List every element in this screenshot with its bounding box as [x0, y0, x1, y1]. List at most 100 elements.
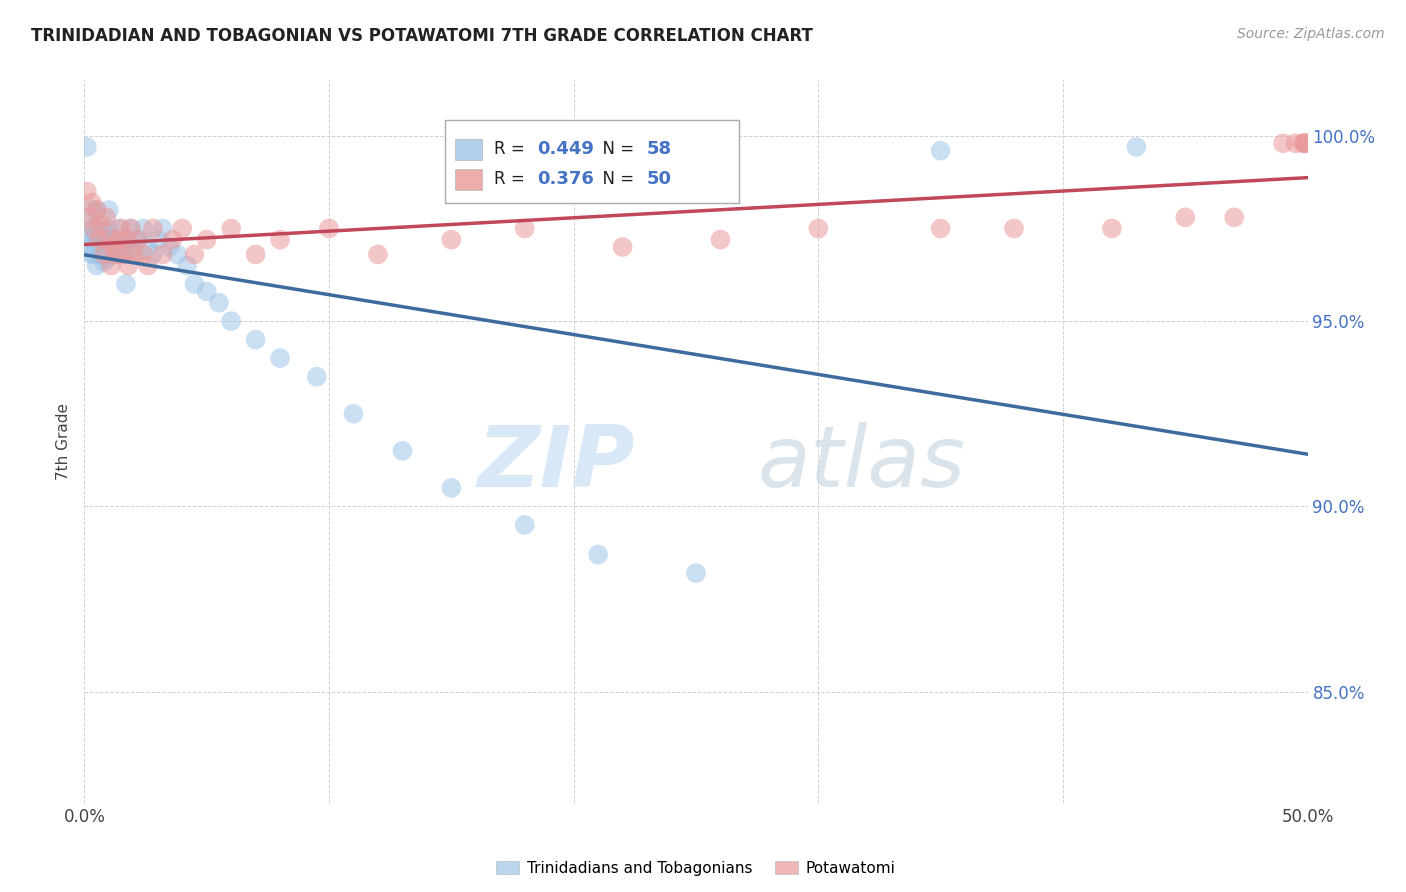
Point — [367, 247, 389, 261]
Point — [208, 295, 231, 310]
Point — [90, 218, 112, 232]
Point — [107, 221, 129, 235]
Text: ZIP: ZIP — [477, 422, 636, 505]
Point — [90, 228, 112, 243]
Text: 58: 58 — [647, 140, 672, 158]
Point — [110, 221, 132, 235]
Point — [107, 233, 129, 247]
Point — [142, 221, 165, 235]
Point — [80, 247, 103, 261]
Point — [86, 259, 108, 273]
Point — [115, 277, 138, 291]
Point — [807, 221, 830, 235]
Point — [96, 211, 118, 225]
Point — [685, 566, 707, 580]
Point — [132, 221, 155, 235]
Point — [152, 247, 174, 261]
Point — [96, 251, 118, 265]
Point — [86, 202, 108, 217]
Point — [77, 221, 100, 235]
Text: N =: N = — [592, 140, 640, 158]
Text: 0.449: 0.449 — [537, 140, 593, 158]
Point — [127, 233, 149, 247]
Text: TRINIDADIAN AND TOBAGONIAN VS POTAWATOMI 7TH GRADE CORRELATION CHART: TRINIDADIAN AND TOBAGONIAN VS POTAWATOMI… — [31, 27, 813, 45]
Point — [219, 314, 242, 328]
Point — [83, 233, 105, 247]
Point — [96, 225, 118, 239]
Point — [117, 233, 139, 247]
Point — [245, 333, 267, 347]
Point — [1294, 136, 1316, 151]
Point — [83, 221, 105, 235]
Point — [100, 259, 122, 273]
Point — [87, 221, 110, 235]
Point — [269, 233, 291, 247]
Text: N =: N = — [592, 170, 640, 188]
Point — [127, 233, 149, 247]
Point — [86, 233, 108, 247]
Point — [83, 221, 105, 235]
Point — [1294, 136, 1316, 151]
Point — [305, 369, 328, 384]
Point — [87, 233, 110, 247]
FancyBboxPatch shape — [446, 120, 738, 203]
Point — [76, 140, 98, 154]
Point — [97, 221, 120, 235]
Y-axis label: 7th Grade: 7th Grade — [56, 403, 72, 480]
Point — [80, 233, 103, 247]
Point — [87, 247, 110, 261]
Text: R =: R = — [494, 140, 530, 158]
Point — [219, 221, 242, 235]
Point — [90, 244, 112, 258]
FancyBboxPatch shape — [456, 169, 482, 190]
Point — [93, 247, 115, 261]
Point — [80, 195, 103, 210]
Point — [1284, 136, 1306, 151]
Point — [87, 233, 110, 247]
Legend: Trinidadians and Tobagonians, Potawatomi: Trinidadians and Tobagonians, Potawatomi — [491, 855, 901, 882]
Point — [391, 443, 413, 458]
Point — [77, 240, 100, 254]
FancyBboxPatch shape — [456, 139, 482, 160]
Point — [103, 240, 125, 254]
Point — [513, 221, 536, 235]
Point — [318, 221, 340, 235]
Point — [183, 277, 205, 291]
Point — [159, 240, 181, 254]
Text: 50: 50 — [647, 170, 672, 188]
Point — [172, 221, 194, 235]
Point — [245, 247, 267, 261]
Point — [103, 247, 125, 261]
Point — [105, 247, 128, 261]
Point — [136, 259, 159, 273]
Text: R =: R = — [494, 170, 530, 188]
Point — [115, 233, 138, 247]
Point — [269, 351, 291, 366]
Point — [929, 221, 952, 235]
Point — [1292, 136, 1315, 151]
Point — [105, 233, 128, 247]
Point — [125, 247, 148, 261]
Point — [117, 259, 139, 273]
Point — [93, 236, 115, 251]
Point — [80, 202, 103, 217]
Point — [176, 259, 198, 273]
Point — [183, 247, 205, 261]
Point — [97, 202, 120, 217]
Point — [142, 247, 165, 261]
Point — [112, 247, 135, 261]
Point — [162, 233, 184, 247]
Point — [195, 233, 218, 247]
Point — [93, 255, 115, 269]
Point — [76, 185, 98, 199]
Point — [586, 548, 609, 562]
Point — [86, 202, 108, 217]
Point — [120, 221, 142, 235]
Point — [440, 481, 463, 495]
Point — [1125, 140, 1147, 154]
Point — [1002, 221, 1025, 235]
Text: Source: ZipAtlas.com: Source: ZipAtlas.com — [1237, 27, 1385, 41]
Point — [110, 240, 132, 254]
Point — [1272, 136, 1295, 151]
Point — [1223, 211, 1246, 225]
